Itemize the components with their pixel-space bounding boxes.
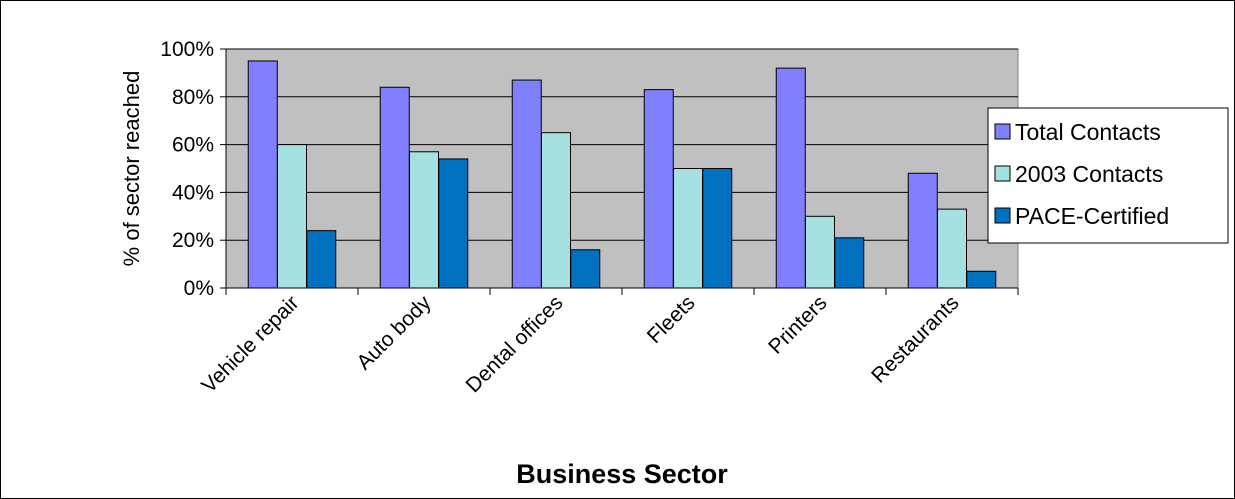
- legend-swatch: [994, 207, 1011, 224]
- bar: [306, 230, 337, 289]
- bar: [438, 158, 469, 289]
- x-tick-label: Auto body: [352, 291, 435, 374]
- bar: [541, 132, 571, 289]
- y-tick-label: 60%: [172, 134, 214, 157]
- x-tick-label: Vehicle repair: [197, 291, 303, 397]
- y-tick-label: 100%: [160, 38, 214, 61]
- x-tick-label: Fleets: [643, 291, 700, 348]
- legend-swatch: [994, 165, 1011, 182]
- y-axis-title: % of sector reached: [119, 71, 144, 267]
- y-tick-label: 80%: [172, 86, 214, 109]
- y-tick-label: 20%: [172, 229, 214, 252]
- x-tick-label: Dental offices: [462, 291, 568, 397]
- bar: [937, 208, 967, 289]
- x-tick-labels: Vehicle repair Auto body Dental offices Fle…: [197, 291, 963, 398]
- bar: [805, 215, 835, 289]
- bar: [409, 151, 439, 289]
- x-axis-title: Business Sector: [516, 459, 728, 489]
- plot-area: [225, 48, 1019, 289]
- legend-label: Total Contacts: [1015, 119, 1161, 145]
- bar: [277, 144, 307, 289]
- bar: [247, 60, 278, 289]
- legend-label: PACE-Certified: [1015, 203, 1169, 229]
- bar: [673, 168, 703, 289]
- y-tick-labels: 0% 20% 40% 60% 80% 100%: [160, 38, 214, 300]
- bar: [702, 168, 733, 289]
- y-tick-label: 0%: [184, 277, 214, 300]
- legend: Total Contacts 2003 Contacts PACE-Certifie…: [987, 107, 1229, 244]
- bar: [511, 79, 542, 289]
- bar: [907, 172, 938, 289]
- legend-swatch: [994, 123, 1011, 140]
- bar: [775, 67, 806, 289]
- bar: [834, 237, 865, 289]
- bar: [643, 89, 674, 289]
- legend-label: 2003 Contacts: [1015, 161, 1163, 187]
- legend-box: [987, 107, 1229, 244]
- gridlines: [226, 48, 1018, 241]
- bars: [247, 60, 997, 289]
- bar: [966, 270, 997, 289]
- x-tick-label: Printers: [764, 291, 831, 358]
- x-tick-label: Restaurants: [867, 291, 963, 387]
- y-tick-label: 40%: [172, 181, 214, 204]
- axes: [220, 48, 1019, 295]
- bar: [379, 86, 410, 289]
- bar: [570, 249, 601, 289]
